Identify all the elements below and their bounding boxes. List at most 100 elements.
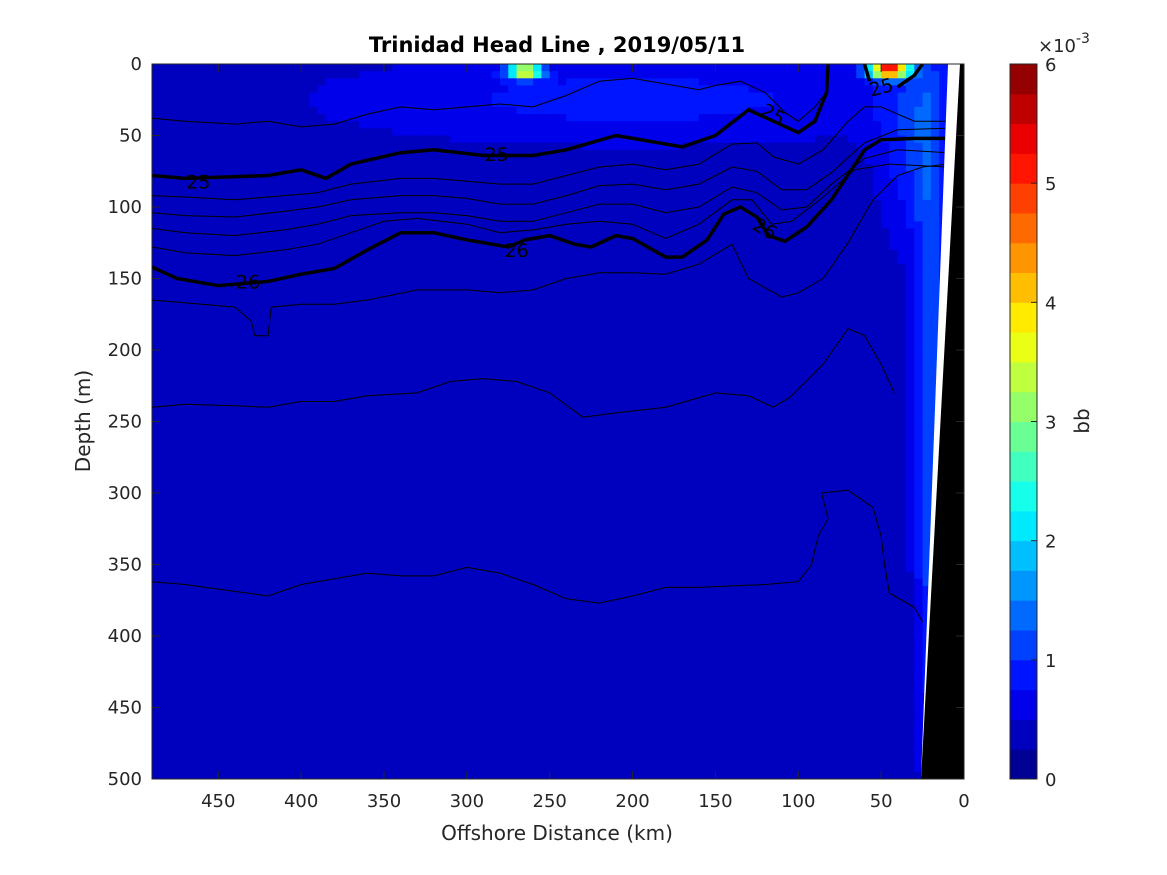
- heatmap-cell: [342, 271, 352, 280]
- heatmap-cell: [301, 600, 311, 608]
- heatmap-cell: [392, 249, 402, 258]
- heatmap-cell: [210, 671, 219, 680]
- heatmap-cell: [193, 435, 203, 444]
- heatmap-cell: [417, 450, 427, 458]
- heatmap-cell: [218, 428, 228, 437]
- heatmap-cell: [309, 407, 319, 415]
- heatmap-cell: [168, 493, 178, 501]
- heatmap-cell: [342, 214, 352, 222]
- heatmap-cell: [400, 414, 410, 423]
- heatmap-cell: [226, 299, 236, 308]
- heatmap-cell: [408, 257, 418, 265]
- heatmap-cell: [408, 557, 418, 566]
- heatmap-cell: [210, 585, 219, 594]
- heatmap-cell: [243, 457, 253, 465]
- heatmap-cell: [301, 457, 311, 465]
- heatmap-cell: [458, 507, 468, 516]
- heatmap-cell: [243, 428, 253, 437]
- heatmap-cell: [549, 192, 559, 201]
- heatmap-cell: [359, 714, 369, 723]
- heatmap-cell: [276, 92, 286, 101]
- heatmap-cell: [259, 142, 269, 151]
- heatmap-cell: [359, 278, 369, 287]
- heatmap-cell: [508, 700, 518, 709]
- heatmap-cell: [152, 764, 161, 773]
- heatmap-cell: [375, 257, 385, 265]
- heatmap-cell: [218, 199, 228, 208]
- heatmap-cell: [359, 478, 369, 487]
- heatmap-cell: [508, 135, 518, 144]
- heatmap-cell: [168, 500, 178, 508]
- heatmap-cell: [326, 178, 335, 187]
- heatmap-cell: [243, 600, 253, 608]
- heatmap-cell: [160, 700, 170, 709]
- heatmap-cell: [433, 171, 443, 179]
- heatmap-cell: [450, 85, 460, 94]
- heatmap-cell: [259, 686, 269, 694]
- heatmap-cell: [234, 228, 244, 237]
- heatmap-cell: [185, 485, 195, 494]
- heatmap-cell: [268, 78, 277, 87]
- heatmap-cell: [185, 435, 195, 444]
- heatmap-cell: [549, 400, 559, 408]
- heatmap-cell: [301, 385, 311, 394]
- heatmap-cell: [292, 528, 302, 537]
- heatmap-cell: [185, 535, 195, 544]
- heatmap-cell: [508, 64, 518, 72]
- heatmap-cell: [185, 464, 195, 473]
- heatmap-cell: [541, 350, 551, 358]
- heatmap-cell: [193, 64, 203, 72]
- heatmap-cell: [176, 92, 186, 101]
- heatmap-cell: [185, 636, 195, 644]
- heatmap-cell: [251, 743, 261, 751]
- heatmap-cell: [234, 528, 244, 537]
- heatmap-cell: [193, 636, 203, 644]
- heatmap-cell: [533, 614, 543, 623]
- heatmap-cell: [516, 321, 526, 330]
- heatmap-cell: [243, 142, 253, 151]
- heatmap-cell: [549, 493, 559, 501]
- heatmap-cell: [334, 242, 344, 251]
- heatmap-cell: [491, 721, 501, 730]
- heatmap-cell: [516, 686, 526, 694]
- heatmap-cell: [301, 750, 311, 759]
- heatmap-cell: [533, 156, 543, 165]
- heatmap-cell: [268, 671, 277, 680]
- heatmap-cell: [558, 142, 567, 151]
- heatmap-cell: [483, 185, 493, 194]
- heatmap-cell: [400, 736, 410, 744]
- heatmap-cell: [234, 114, 244, 122]
- heatmap-cell: [185, 628, 195, 637]
- heatmap-cell: [433, 607, 443, 616]
- heatmap-cell: [425, 307, 435, 315]
- heatmap-cell: [268, 585, 277, 594]
- heatmap-cell: [475, 64, 485, 72]
- heatmap-cell: [334, 192, 344, 201]
- heatmap-cell: [367, 321, 377, 330]
- heatmap-cell: [276, 221, 286, 230]
- heatmap-cell: [384, 164, 393, 172]
- heatmap-cell: [276, 721, 286, 730]
- heatmap-cell: [417, 500, 427, 508]
- heatmap-cell: [226, 142, 236, 151]
- heatmap-cell: [408, 156, 418, 165]
- heatmap-cell: [417, 764, 427, 773]
- heatmap-cell: [359, 428, 369, 437]
- heatmap-cell: [508, 614, 518, 623]
- heatmap-cell: [168, 764, 178, 773]
- heatmap-cell: [408, 385, 418, 394]
- heatmap-cell: [367, 514, 377, 523]
- heatmap-cell: [549, 171, 559, 179]
- heatmap-cell: [284, 392, 294, 401]
- heatmap-cell: [350, 221, 360, 230]
- heatmap-cell: [442, 392, 451, 401]
- heatmap-cell: [500, 71, 509, 79]
- heatmap-cell: [218, 414, 228, 423]
- heatmap-cell: [450, 99, 460, 108]
- heatmap-cell: [176, 314, 186, 322]
- heatmap-cell: [234, 357, 244, 365]
- heatmap-cell: [408, 271, 418, 280]
- heatmap-cell: [218, 521, 228, 530]
- heatmap-cell: [500, 221, 509, 230]
